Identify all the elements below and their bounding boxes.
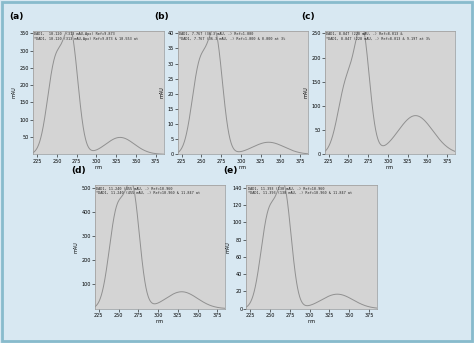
X-axis label: nm: nm xyxy=(239,165,247,170)
Y-axis label: mAU: mAU xyxy=(303,87,309,98)
Text: DAD1, 8.847 (228 mAU, -) Ref=8.013 &
*DAD1, 8.847 (228 mAU, -) Ref=8.013 & 9.197: DAD1, 8.847 (228 mAU, -) Ref=8.013 & *DA… xyxy=(326,32,430,41)
Text: (e): (e) xyxy=(223,166,237,175)
X-axis label: nm: nm xyxy=(156,319,164,324)
Text: (a): (a) xyxy=(10,12,24,21)
Text: DAD1, 7.767 (36.3 mAU, -) Ref=1.000
*DAD1, 7.767 (36.3 mAU, -) Ref=1.000 & 0.000: DAD1, 7.767 (36.3 mAU, -) Ref=1.000 *DAD… xyxy=(179,32,285,41)
Text: (c): (c) xyxy=(301,12,315,21)
Text: DAD1, 11.393 (130 mAU, -) Ref=10.960
*DAD1, 11.393 (130 mAU, -) Ref=10.960 & 11.: DAD1, 11.393 (130 mAU, -) Ref=10.960 *DA… xyxy=(248,187,352,196)
Text: (b): (b) xyxy=(155,12,169,21)
X-axis label: nm: nm xyxy=(386,165,394,170)
Text: DAD1,  10.120  (313 mAU,Apx) Ref=9.873
*DAD1, 10.120 (313 mAU,Apx) Ref=9.873 & 1: DAD1, 10.120 (313 mAU,Apx) Ref=9.873 *DA… xyxy=(35,32,138,41)
X-axis label: nm: nm xyxy=(308,319,316,324)
X-axis label: nm: nm xyxy=(94,165,102,170)
Y-axis label: mAU: mAU xyxy=(160,87,164,98)
Y-axis label: mAU: mAU xyxy=(73,241,79,253)
Y-axis label: mAU: mAU xyxy=(225,241,230,253)
Y-axis label: mAU: mAU xyxy=(12,87,17,98)
Text: DAD1, 11.240 (455 mAU, -) Ref=10.960
*DAD1, 11.240 (455 mAU, -) Ref=10.960 & 11.: DAD1, 11.240 (455 mAU, -) Ref=10.960 *DA… xyxy=(96,187,200,196)
Text: (d): (d) xyxy=(72,166,86,175)
